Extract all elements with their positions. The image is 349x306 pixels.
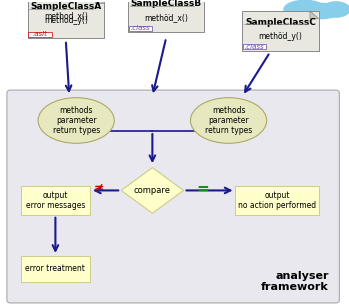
Ellipse shape — [284, 0, 326, 19]
Text: .class: .class — [245, 43, 265, 50]
Text: methods
parameter
return types: methods parameter return types — [53, 106, 100, 135]
Text: output
error messages: output error messages — [26, 191, 85, 210]
Text: =: = — [196, 181, 209, 196]
Ellipse shape — [305, 3, 339, 19]
Text: method_y(): method_y() — [259, 32, 303, 41]
Ellipse shape — [38, 98, 114, 143]
Text: SampleClassC: SampleClassC — [245, 18, 316, 27]
Ellipse shape — [191, 98, 267, 143]
Text: .class: .class — [131, 25, 150, 31]
Text: SampleClassB: SampleClassB — [131, 0, 202, 9]
FancyBboxPatch shape — [243, 44, 266, 49]
Text: ≠: ≠ — [94, 182, 104, 196]
FancyBboxPatch shape — [236, 186, 319, 215]
FancyBboxPatch shape — [28, 0, 104, 38]
Polygon shape — [95, 0, 104, 3]
Text: method_y(): method_y() — [44, 17, 88, 25]
Text: SampleClassA: SampleClassA — [30, 2, 102, 12]
FancyBboxPatch shape — [243, 11, 319, 50]
Text: ...: ... — [163, 8, 170, 17]
Polygon shape — [310, 11, 319, 19]
Text: compare: compare — [134, 186, 171, 195]
Text: error treatment: error treatment — [25, 264, 86, 273]
FancyBboxPatch shape — [28, 32, 52, 37]
FancyBboxPatch shape — [128, 0, 204, 32]
Text: method_x(): method_x() — [144, 13, 188, 22]
Ellipse shape — [322, 2, 349, 17]
FancyBboxPatch shape — [7, 90, 339, 303]
Text: analyser
framework: analyser framework — [261, 271, 329, 292]
Text: method_x(): method_x() — [44, 11, 88, 20]
Text: methods
parameter
return types: methods parameter return types — [205, 106, 252, 135]
FancyBboxPatch shape — [21, 186, 90, 215]
Polygon shape — [121, 168, 184, 213]
FancyBboxPatch shape — [21, 256, 90, 282]
Text: ...: ... — [277, 26, 284, 35]
Text: .aslt: .aslt — [32, 32, 47, 37]
Text: output
no action performed: output no action performed — [238, 191, 316, 210]
FancyBboxPatch shape — [129, 26, 152, 31]
